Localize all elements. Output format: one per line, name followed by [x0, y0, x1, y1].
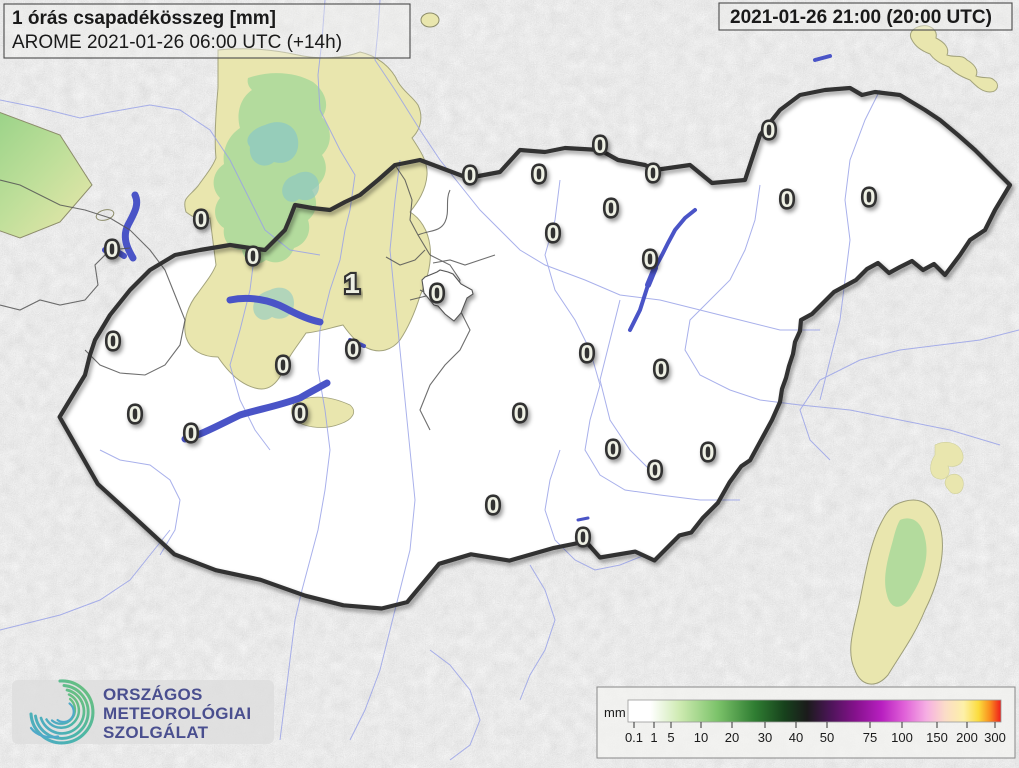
- svg-text:0: 0: [106, 236, 119, 262]
- svg-text:0: 0: [247, 243, 260, 269]
- svg-text:0: 0: [763, 117, 776, 143]
- svg-text:mm: mm: [604, 705, 626, 720]
- svg-text:0.1: 0.1: [625, 730, 643, 745]
- svg-text:0: 0: [605, 195, 618, 221]
- svg-text:ORSZÁGOS: ORSZÁGOS: [103, 685, 203, 704]
- svg-text:20: 20: [725, 730, 739, 745]
- svg-text:10: 10: [694, 730, 708, 745]
- svg-text:0: 0: [129, 401, 142, 427]
- svg-text:200: 200: [956, 730, 978, 745]
- svg-text:0: 0: [649, 457, 662, 483]
- svg-text:0: 0: [347, 336, 360, 362]
- svg-text:75: 75: [863, 730, 877, 745]
- svg-text:1: 1: [650, 730, 657, 745]
- svg-text:150: 150: [926, 730, 948, 745]
- svg-text:0: 0: [107, 328, 120, 354]
- svg-text:0: 0: [647, 160, 660, 186]
- svg-text:0: 0: [533, 161, 546, 187]
- svg-text:300: 300: [984, 730, 1006, 745]
- svg-text:1 órás csapadékösszeg [mm]: 1 órás csapadékösszeg [mm]: [12, 8, 276, 29]
- svg-text:100: 100: [891, 730, 913, 745]
- svg-text:0: 0: [644, 246, 657, 272]
- svg-text:0: 0: [781, 186, 794, 212]
- svg-text:0: 0: [863, 184, 876, 210]
- svg-text:0: 0: [464, 162, 477, 188]
- svg-text:SZOLGÁLAT: SZOLGÁLAT: [103, 723, 209, 742]
- svg-text:0: 0: [581, 340, 594, 366]
- svg-text:5: 5: [667, 730, 674, 745]
- svg-text:40: 40: [789, 730, 803, 745]
- svg-text:30: 30: [758, 730, 772, 745]
- svg-text:0: 0: [514, 400, 527, 426]
- svg-text:2021-01-26 21:00 (20:00 UTC): 2021-01-26 21:00 (20:00 UTC): [730, 7, 992, 28]
- svg-text:0: 0: [594, 132, 607, 158]
- svg-text:0: 0: [277, 352, 290, 378]
- svg-text:0: 0: [702, 439, 715, 465]
- svg-text:METEOROLÓGIAI: METEOROLÓGIAI: [103, 704, 251, 723]
- svg-text:AROME 2021-01-26 06:00 UTC (+1: AROME 2021-01-26 06:00 UTC (+14h): [12, 32, 342, 53]
- svg-text:0: 0: [487, 492, 500, 518]
- svg-text:0: 0: [431, 280, 444, 306]
- svg-text:0: 0: [294, 400, 307, 426]
- svg-text:1: 1: [344, 268, 360, 299]
- svg-text:0: 0: [577, 524, 590, 550]
- svg-text:0: 0: [607, 436, 620, 462]
- svg-text:0: 0: [185, 420, 198, 446]
- svg-text:0: 0: [655, 356, 668, 382]
- svg-text:50: 50: [820, 730, 834, 745]
- svg-text:0: 0: [195, 206, 208, 232]
- svg-text:0: 0: [547, 220, 560, 246]
